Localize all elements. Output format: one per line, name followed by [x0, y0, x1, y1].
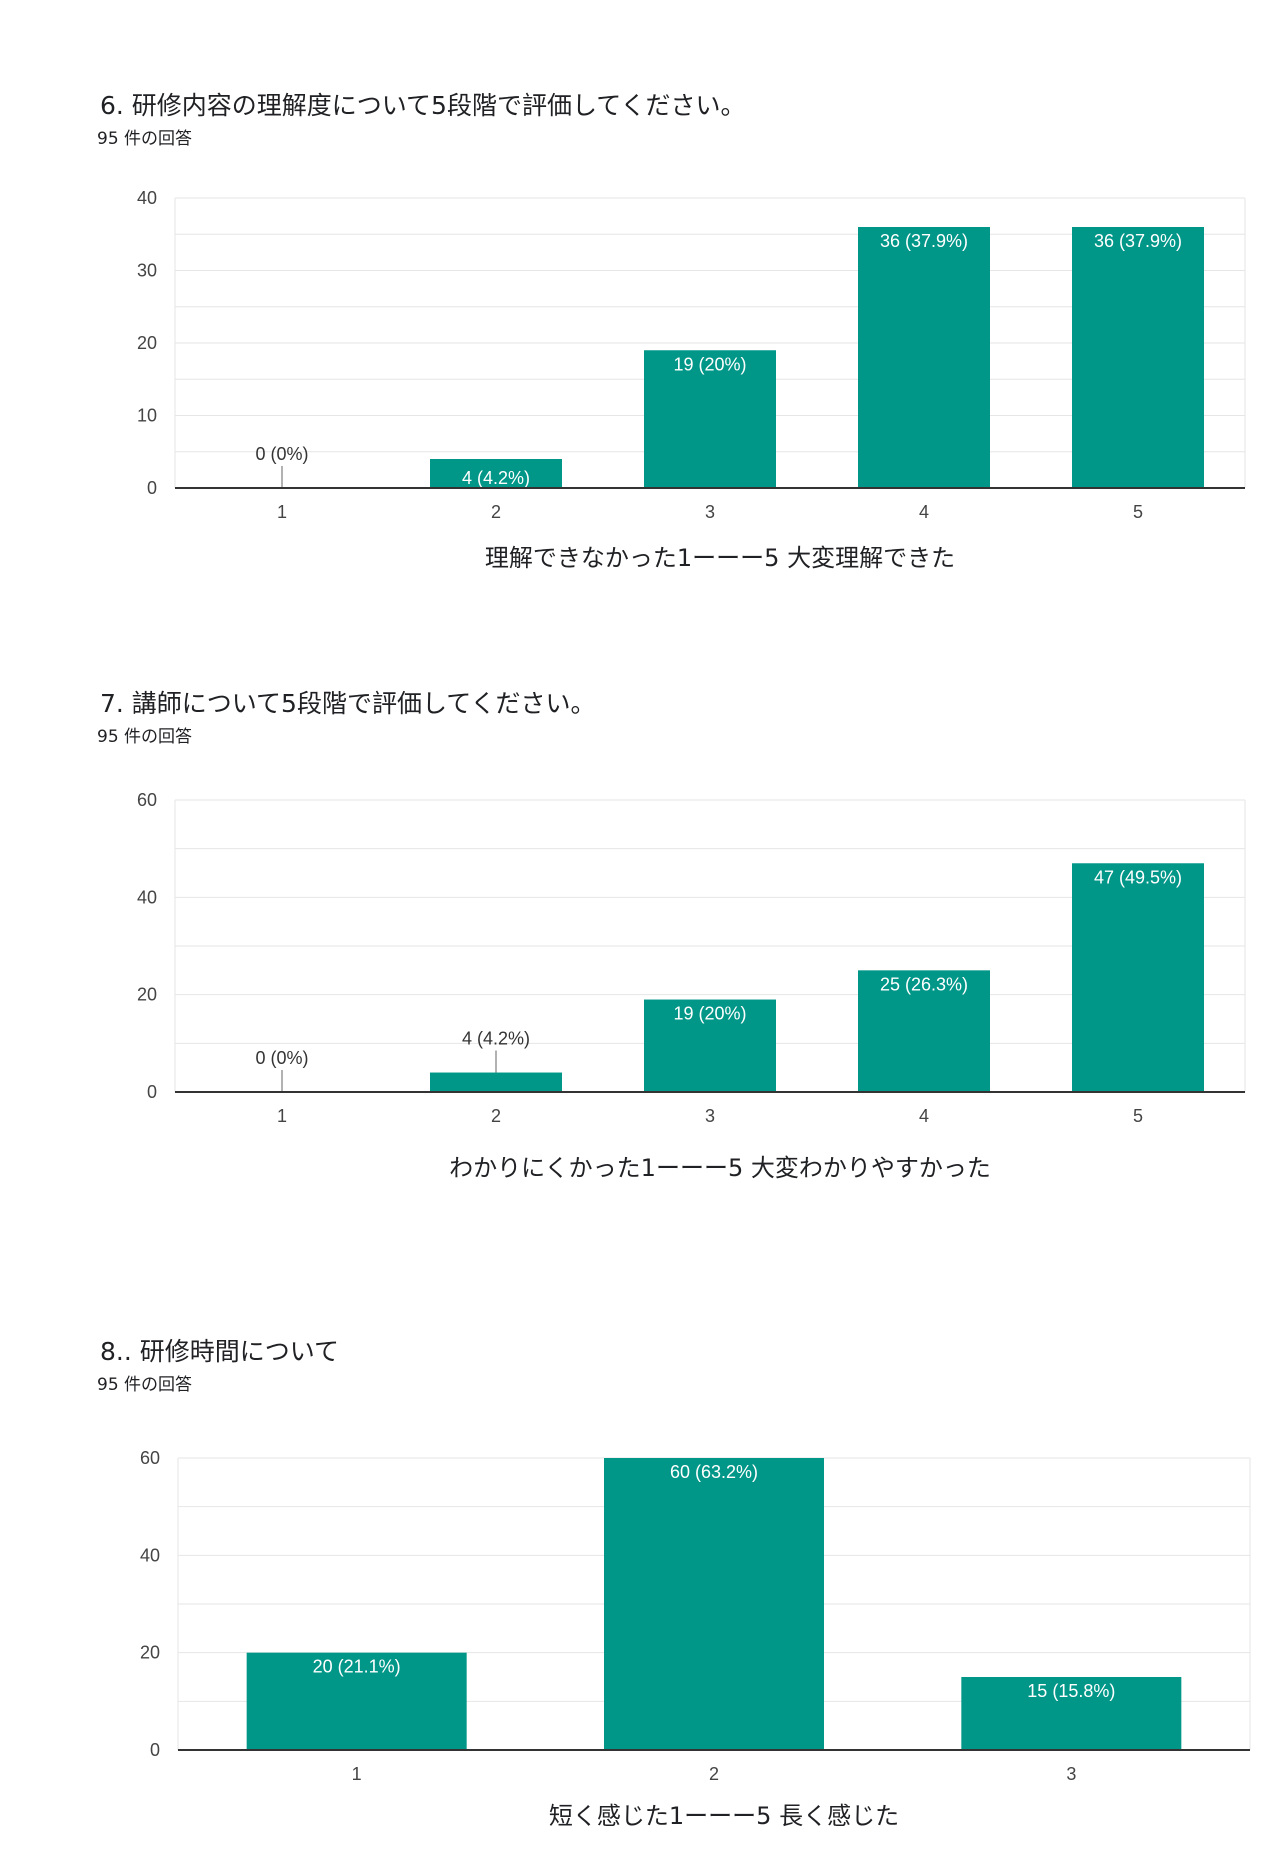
data-label: 19 (20%): [673, 354, 746, 374]
x-tick-label: 3: [1066, 1764, 1076, 1784]
y-tick-label: 0: [147, 1082, 157, 1102]
data-label: 36 (37.9%): [1094, 231, 1182, 251]
x-tick-label: 3: [705, 1106, 715, 1126]
x-tick-label: 4: [919, 502, 929, 522]
x-tick-label: 5: [1133, 502, 1143, 522]
data-label: 60 (63.2%): [670, 1462, 758, 1482]
question-title: 8.. 研修時間について: [100, 1337, 339, 1366]
bar-chart: 0 20 40 60 20 (21.1%) 1 60 (63.2%) 2 15 (15.8%) 3…: [140, 1448, 1251, 1830]
data-label: 25 (26.3%): [880, 974, 968, 994]
data-label: 15 (15.8%): [1027, 1681, 1115, 1701]
data-label: 47 (49.5%): [1094, 867, 1182, 887]
y-tick-label: 40: [137, 887, 157, 907]
y-tick-label: 0: [147, 478, 157, 498]
response-count: 95 件の回答: [97, 727, 193, 747]
data-label: 20 (21.1%): [313, 1657, 401, 1677]
bar-chart: 0 10 20 30 40 0 (0%) 1 4 (4.2%) 2 19 (20%) 3 36 (37…: [137, 188, 1246, 572]
bar: [604, 1458, 824, 1750]
y-tick-label: 0: [150, 1740, 160, 1760]
question-title: 6. 研修内容の理解度について5段階で評価してください。: [100, 91, 746, 120]
x-tick-label: 2: [709, 1764, 719, 1784]
data-label: 0 (0%): [255, 444, 308, 464]
data-label: 0 (0%): [255, 1048, 308, 1068]
x-tick-label: 4: [919, 1106, 929, 1126]
y-tick-label: 60: [140, 1448, 160, 1468]
x-axis-title: 理解できなかった1ーーー5 大変理解できた: [485, 544, 955, 572]
x-tick-label: 5: [1133, 1106, 1143, 1126]
y-tick-label: 40: [140, 1545, 160, 1565]
bar: [1072, 863, 1204, 1092]
y-tick-label: 30: [137, 261, 157, 281]
y-tick-label: 20: [137, 985, 157, 1005]
bar: [858, 227, 990, 488]
chart-section-8: 8.. 研修時間について 95 件の回答 0 20 40 60 20 (21.1%) 1 6…: [0, 1250, 1283, 1853]
data-label: 4 (4.2%): [462, 468, 530, 488]
bar: [1072, 227, 1204, 488]
response-count: 95 件の回答: [97, 129, 193, 149]
y-tick-label: 60: [137, 790, 157, 810]
bar: [430, 459, 562, 488]
x-tick-label: 1: [352, 1764, 362, 1784]
bar: [961, 1677, 1182, 1750]
response-count: 95 件の回答: [97, 1375, 193, 1395]
data-label: 4 (4.2%): [462, 1029, 530, 1049]
x-tick-label: 1: [277, 1106, 287, 1126]
y-tick-label: 40: [137, 188, 157, 208]
bar: [246, 1652, 467, 1750]
data-label: 19 (20%): [673, 1004, 746, 1024]
bar: [858, 970, 990, 1092]
x-tick-label: 1: [277, 502, 287, 522]
y-tick-label: 20: [137, 333, 157, 353]
bar: [644, 999, 776, 1092]
data-label: 36 (37.9%): [880, 231, 968, 251]
x-axis-title: わかりにくかった1ーーー5 大変わかりやすかった: [449, 1154, 991, 1182]
bar: [430, 1072, 562, 1092]
chart-section-6: 6. 研修内容の理解度について5段階で評価してください。 95 件の回答 0 10…: [0, 0, 1283, 600]
bar-chart: 0 20 40 60 0 (0%) 1 4 (4.2%) 2 19 (20%) 3 25 (26.3…: [137, 790, 1246, 1182]
y-tick-label: 10: [137, 406, 157, 426]
question-title: 7. 講師について5段階で評価してください。: [100, 689, 596, 718]
x-axis-title: 短く感じた1ーーー5 長く感じた: [549, 1802, 899, 1830]
y-tick-label: 20: [140, 1643, 160, 1663]
x-tick-label: 2: [491, 1106, 501, 1126]
bar: [644, 350, 776, 488]
x-tick-label: 2: [491, 502, 501, 522]
chart-section-7: 7. 講師について5段階で評価してください。 95 件の回答 0 20 40 60 0 …: [0, 600, 1283, 1220]
x-tick-label: 3: [705, 502, 715, 522]
